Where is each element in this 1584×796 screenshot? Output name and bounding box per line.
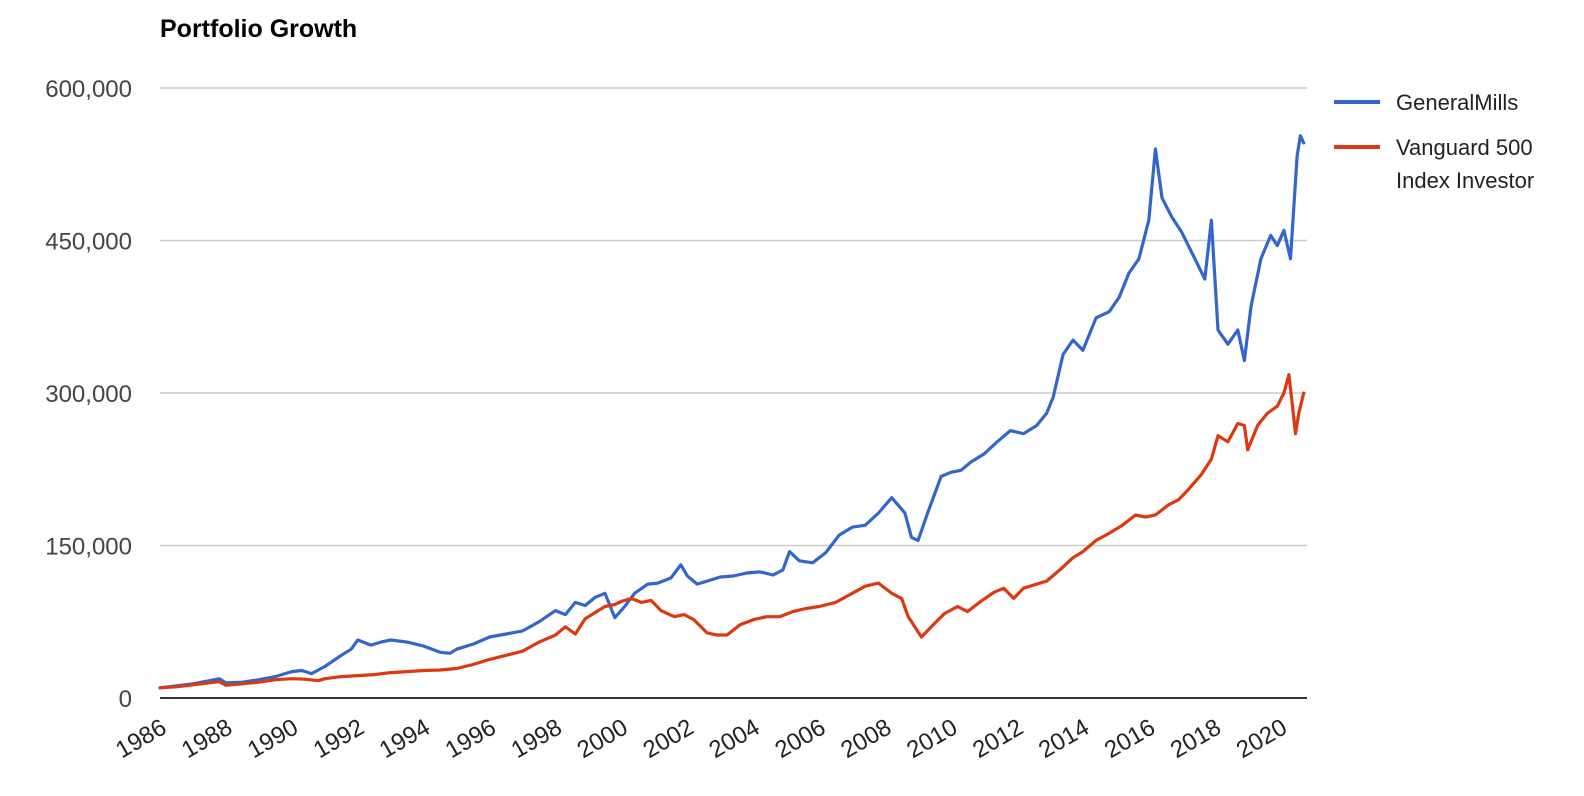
x-tick-label: 1998 — [507, 714, 567, 764]
legend-label: Index Investor — [1396, 168, 1534, 193]
x-tick-label: 1996 — [441, 714, 501, 764]
x-tick-label: 1988 — [177, 714, 237, 764]
x-tick-label: 2014 — [1034, 714, 1094, 764]
series-lines — [158, 134, 1306, 690]
legend-item: GeneralMills — [1334, 90, 1518, 115]
y-tick-label: 600,000 — [45, 76, 132, 103]
legend-item: Vanguard 500 Index Investor — [1334, 135, 1534, 193]
x-tick-label: 1994 — [375, 714, 435, 764]
y-tick-label: 450,000 — [45, 229, 132, 256]
x-tick-label: 2008 — [836, 714, 896, 764]
x-tick-label: 1986 — [111, 714, 171, 764]
y-axis-ticks: 0 150,000 300,000 450,000 600,000 — [45, 76, 132, 713]
x-tick-label: 2016 — [1100, 714, 1160, 764]
y-tick-label: 0 — [119, 686, 132, 713]
legend: GeneralMills Vanguard 500 Index Investor — [1334, 90, 1534, 193]
series-line-generalmills — [158, 134, 1306, 690]
x-tick-label: 1990 — [243, 714, 303, 764]
x-axis-ticks: 1986 1988 1990 1992 1994 1996 1998 2000 2002 2004… — [111, 714, 1291, 764]
x-tick-label: 2020 — [1232, 714, 1292, 764]
x-tick-label: 2018 — [1166, 714, 1226, 764]
chart-title: Portfolio Growth — [160, 15, 357, 43]
x-tick-label: 2010 — [902, 714, 962, 764]
gridlines — [160, 87, 1307, 547]
x-tick-label: 1992 — [309, 714, 369, 764]
x-tick-label: 2006 — [770, 714, 830, 764]
legend-label: Vanguard 500 — [1396, 135, 1533, 160]
series-line-vanguard-500-index-investor — [158, 373, 1306, 690]
x-tick-label: 2002 — [639, 714, 699, 764]
y-tick-label: 150,000 — [45, 534, 132, 561]
legend-label: GeneralMills — [1396, 90, 1518, 115]
y-tick-label: 300,000 — [45, 381, 132, 408]
x-tick-label: 2004 — [705, 714, 765, 764]
x-tick-label: 2012 — [968, 714, 1028, 764]
x-tick-label: 2000 — [573, 714, 633, 764]
